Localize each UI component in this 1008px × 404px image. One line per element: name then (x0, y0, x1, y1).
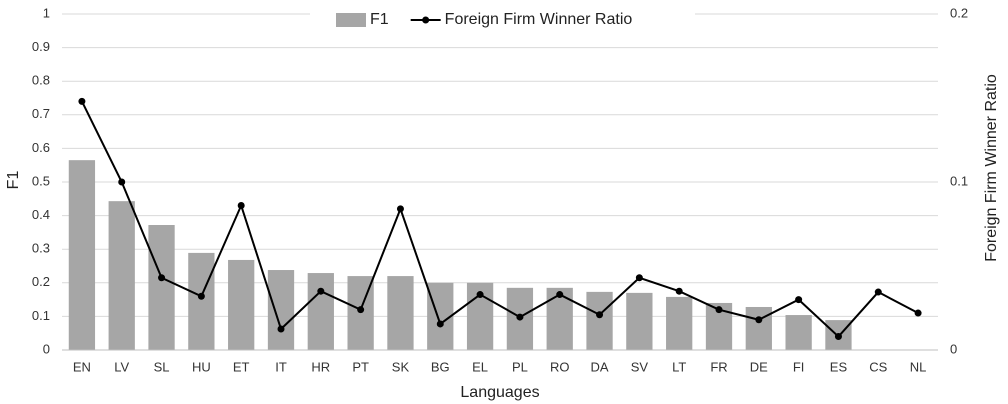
line-point (516, 313, 524, 321)
bar (228, 259, 255, 350)
bar (68, 160, 96, 350)
x-tick-label: SL (154, 359, 170, 374)
y2-tick-label: 0.1 (950, 173, 968, 188)
line-point (237, 202, 245, 210)
line-point (277, 325, 285, 333)
line-point (715, 306, 723, 314)
bar (626, 292, 653, 350)
line-point (874, 288, 882, 296)
line-point (357, 306, 365, 314)
y2-tick-label: 0.2 (950, 5, 968, 20)
y-tick-label: 0.9 (32, 39, 50, 54)
x-tick-label: ES (830, 359, 848, 374)
line (81, 100, 919, 338)
y-tick-label: 0.5 (32, 173, 50, 188)
legend-label: F1 (370, 11, 389, 28)
bar (188, 252, 215, 350)
y-tick-label: 1 (43, 5, 50, 20)
legend-label: Foreign Firm Winner Ratio (445, 11, 633, 28)
x-tick-label: FI (793, 359, 805, 374)
line-point (755, 316, 763, 324)
y-tick-label: 0.1 (32, 308, 50, 323)
y-tick-label: 0.2 (32, 274, 50, 289)
y2-axis-label: Foreign Firm Winner Ratio (983, 74, 1000, 262)
line-point (556, 291, 564, 299)
y-tick-label: 0.7 (32, 106, 50, 121)
line-point (596, 311, 604, 319)
y-axis-label: F1 (5, 171, 22, 190)
x-tick-label: IT (275, 359, 287, 374)
legend-swatch (336, 13, 366, 27)
line-point (158, 274, 166, 282)
legend-bg (310, 4, 695, 36)
bar (148, 225, 175, 350)
y2-tick-label: 0 (950, 341, 957, 356)
y-tick-label: 0 (43, 341, 50, 356)
line-point (795, 296, 803, 304)
line-point (118, 178, 126, 186)
x-tick-label: HU (192, 359, 211, 374)
bar (745, 306, 772, 350)
line-point (197, 292, 205, 300)
x-tick-label: ET (233, 359, 250, 374)
legend: F1 Foreign Firm Winner Ratio (310, 4, 695, 36)
bar (586, 291, 613, 350)
x-tick-label: FR (710, 359, 727, 374)
x-tick-label: PT (352, 359, 369, 374)
bar (387, 276, 414, 350)
line-point (317, 287, 325, 295)
bar (666, 296, 693, 350)
bar (785, 315, 812, 350)
x-tick-label: RO (550, 359, 570, 374)
y-tick-label: 0.8 (32, 73, 50, 88)
x-axis-label: Languages (460, 384, 539, 401)
x-tick-label: LT (672, 359, 686, 374)
x-tick-label: SK (392, 359, 410, 374)
x-tick-label: BG (431, 359, 450, 374)
x-tick-label: DE (750, 359, 768, 374)
line-point (834, 333, 842, 341)
line-point (396, 205, 404, 213)
x-tick-label: NL (910, 359, 927, 374)
x-tick-label: CS (869, 359, 887, 374)
x-tick-label: DA (591, 359, 609, 374)
bar (108, 201, 135, 350)
line-point (914, 309, 922, 317)
y-tick-label: 0.4 (32, 207, 50, 222)
y-tick-label: 0.3 (32, 241, 50, 256)
bar (307, 273, 334, 350)
line-point (436, 320, 444, 328)
line-point (675, 287, 683, 295)
line-point (78, 97, 86, 105)
line-point (476, 291, 484, 299)
x-tick-label: SV (631, 359, 649, 374)
legend-swatch-dot (422, 16, 430, 24)
y-tick-label: 0.6 (32, 140, 50, 155)
bar (267, 270, 295, 350)
line-point (635, 274, 643, 282)
x-tick-label: HR (311, 359, 330, 374)
x-tick-label: PL (512, 359, 528, 374)
x-tick-label: EN (73, 359, 91, 374)
x-tick-label: LV (114, 359, 129, 374)
x-tick-label: EL (472, 359, 488, 374)
